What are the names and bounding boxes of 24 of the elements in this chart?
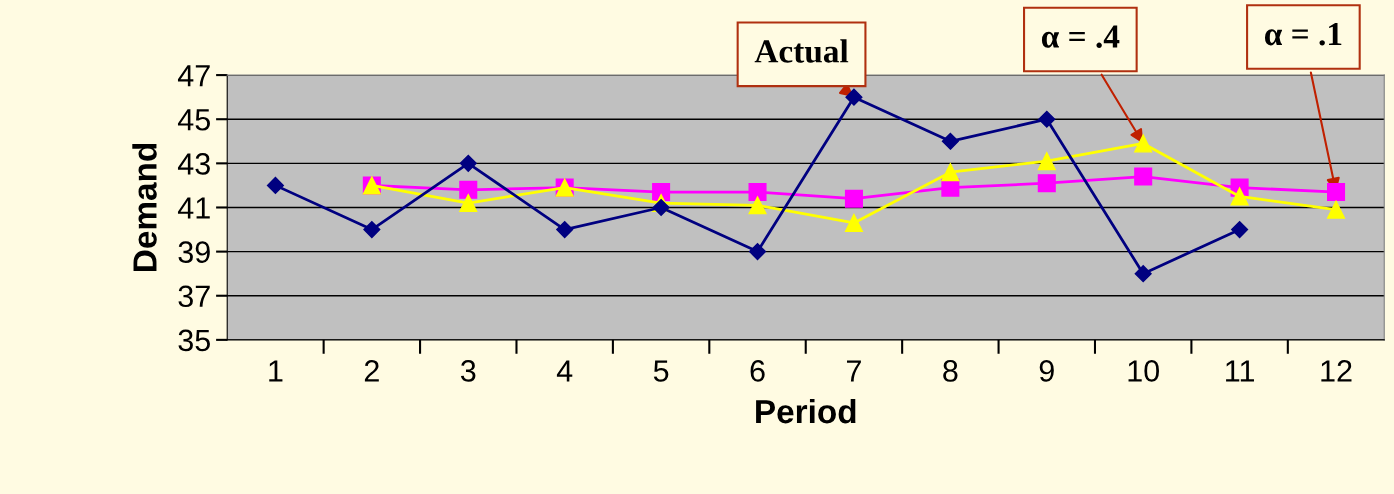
x-tick-label: 12 [1321, 360, 1352, 382]
x-tick-label: 7 [847, 360, 861, 382]
y-tick-label: 37 [178, 285, 210, 308]
y-tick-label: 43 [177, 153, 210, 175]
x-tick-label: 2 [364, 360, 379, 382]
y-tick-label: 35 [178, 329, 210, 352]
y-tick-label: 45 [177, 109, 210, 131]
x-tick-label: 1 [269, 360, 283, 382]
x-tick-label: 5 [653, 360, 669, 382]
x-tick-label: 9 [1039, 360, 1054, 382]
x-tick-label: 10 [1128, 360, 1159, 382]
y-tick-label: 41 [177, 197, 210, 219]
annotation: α = .1 [1264, 23, 1342, 46]
y-tick-label: 47 [177, 65, 210, 87]
x-tick-label: 8 [943, 360, 958, 382]
x-axis-title: Period [756, 398, 856, 424]
x-tick-label: 11 [1226, 360, 1254, 382]
annotation: Actual [754, 39, 849, 63]
y-axis-title: Demand [132, 143, 157, 271]
x-tick-label: 3 [460, 360, 476, 382]
annotation: α = .4 [1041, 25, 1120, 49]
y-tick-label: 39 [178, 241, 210, 263]
x-tick-label: 4 [556, 360, 573, 382]
x-tick-label: 6 [750, 360, 765, 382]
